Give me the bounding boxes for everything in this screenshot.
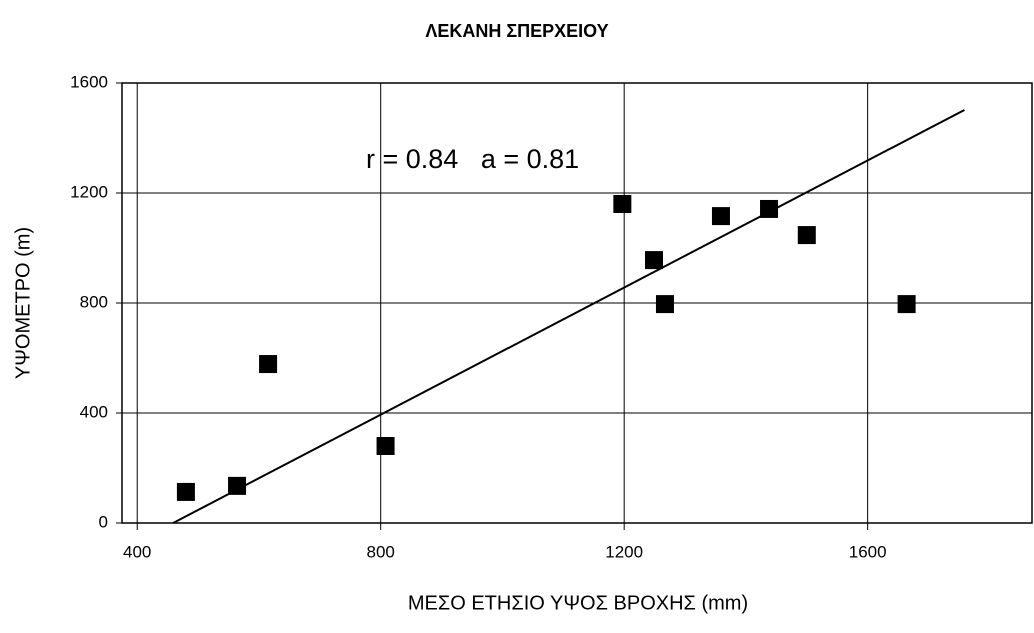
- scatter-point: [655, 295, 674, 314]
- y-tick-label: 800: [80, 292, 108, 311]
- y-tick-label: 0: [99, 512, 108, 531]
- scatter-point: [797, 226, 816, 245]
- scatter-point: [760, 199, 779, 218]
- annotation: r = 0.84 a = 0.81: [366, 144, 579, 174]
- scatter-point: [711, 207, 730, 226]
- scatter-point: [897, 295, 916, 314]
- x-tick-label: 800: [367, 542, 395, 561]
- x-tick-label: 400: [123, 542, 151, 561]
- fit-line: [172, 109, 965, 524]
- scatter-point: [176, 482, 195, 501]
- scatter-point: [228, 476, 247, 495]
- y-axis-label: ΥΨΟΜΕΤΡΟ (m): [12, 227, 34, 379]
- x-axis-label: ΜΕΣΟ ΕΤΗΣΙΟ ΥΨΟΣ ΒΡΟΧΗΣ (mm): [408, 592, 748, 614]
- scatter-point: [645, 251, 663, 270]
- scatter-point: [259, 355, 278, 374]
- y-tick-label: 400: [80, 402, 108, 421]
- scatter-point: [613, 195, 632, 213]
- scatter-point: [376, 437, 395, 455]
- chart-title: ΛΕΚΑΝΗ ΣΠΕΡΧΕΙΟΥ: [425, 21, 608, 41]
- x-tick-label: 1200: [605, 542, 643, 561]
- y-tick-label: 1200: [70, 182, 108, 201]
- x-tick-label: 1600: [849, 542, 887, 561]
- y-tick-label: 1600: [70, 72, 108, 91]
